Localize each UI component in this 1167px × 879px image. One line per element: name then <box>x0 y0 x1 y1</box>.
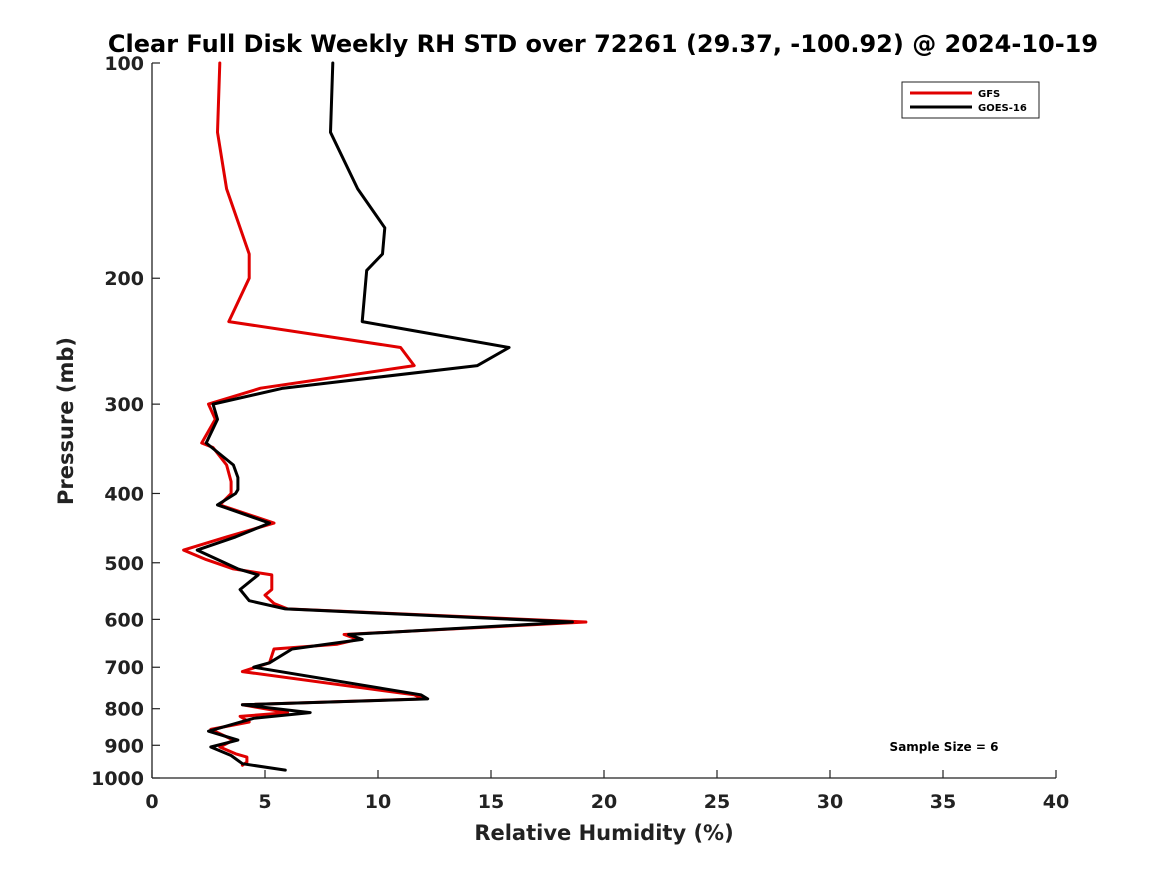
y-ticks: 100 200 300 400 500 600 700 800 900 1000 <box>91 53 160 790</box>
y-tick-label: 900 <box>104 735 144 757</box>
y-tick-label: 100 <box>104 53 144 75</box>
legend-entry-goes-16: GOES-16 <box>978 103 1027 114</box>
sample-size-note: Sample Size = 6 <box>890 740 999 754</box>
x-tick-label: 20 <box>591 791 617 813</box>
y-tick-label: 400 <box>104 483 144 505</box>
legend: GFS GOES-16 <box>901 81 1040 119</box>
y-tick-label: 1000 <box>91 768 144 790</box>
series-lines <box>182 61 588 772</box>
x-tick-label: 35 <box>930 791 956 813</box>
series-line-gfs <box>182 61 588 767</box>
chart-title: Clear Full Disk Weekly RH STD over 72261… <box>108 30 1098 58</box>
plot-axes <box>151 63 1056 779</box>
y-axis-label: Pressure (mb) <box>54 337 78 505</box>
legend-entry-gfs: GFS <box>978 89 1000 100</box>
series-line-goes-16 <box>195 61 574 772</box>
x-ticks: 0 5 10 15 20 25 30 35 40 <box>145 770 1069 813</box>
x-tick-label: 0 <box>145 791 158 813</box>
x-tick-label: 15 <box>478 791 504 813</box>
x-tick-label: 25 <box>704 791 730 813</box>
y-tick-label: 800 <box>104 699 144 721</box>
x-tick-label: 30 <box>817 791 843 813</box>
x-axis-label: Relative Humidity (%) <box>474 821 733 845</box>
x-tick-label: 10 <box>365 791 391 813</box>
x-tick-label: 40 <box>1043 791 1069 813</box>
legend-box <box>901 81 1040 119</box>
y-tick-label: 300 <box>104 394 144 416</box>
y-tick-label: 200 <box>104 268 144 290</box>
y-tick-label: 500 <box>104 553 144 575</box>
y-tick-label: 600 <box>104 609 144 631</box>
y-tick-label: 700 <box>104 657 144 679</box>
x-tick-label: 5 <box>258 791 271 813</box>
